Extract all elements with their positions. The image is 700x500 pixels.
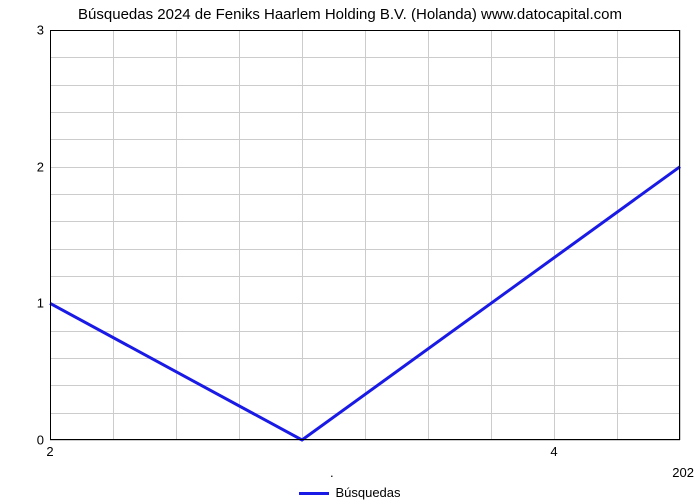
x-axis-sublabel-mid: . bbox=[330, 465, 334, 480]
legend: Búsquedas bbox=[0, 485, 700, 500]
grid-line-v bbox=[680, 30, 681, 440]
grid-line-h bbox=[50, 440, 680, 441]
y-tick-label: 0 bbox=[4, 433, 44, 448]
series-polyline bbox=[50, 167, 680, 440]
x-tick-label: 2 bbox=[46, 444, 53, 459]
x-tick-label: 4 bbox=[550, 444, 557, 459]
chart-container: Búsquedas 2024 de Feniks Haarlem Holding… bbox=[0, 0, 700, 500]
plot-area bbox=[50, 30, 680, 440]
y-tick-label: 2 bbox=[4, 159, 44, 174]
x-axis-sublabel-right: 202 bbox=[672, 465, 694, 480]
legend-swatch bbox=[299, 492, 329, 495]
chart-title: Búsquedas 2024 de Feniks Haarlem Holding… bbox=[0, 6, 700, 23]
y-tick-label: 1 bbox=[4, 296, 44, 311]
data-series-line bbox=[50, 30, 680, 440]
y-tick-label: 3 bbox=[4, 23, 44, 38]
legend-label: Búsquedas bbox=[335, 485, 400, 500]
